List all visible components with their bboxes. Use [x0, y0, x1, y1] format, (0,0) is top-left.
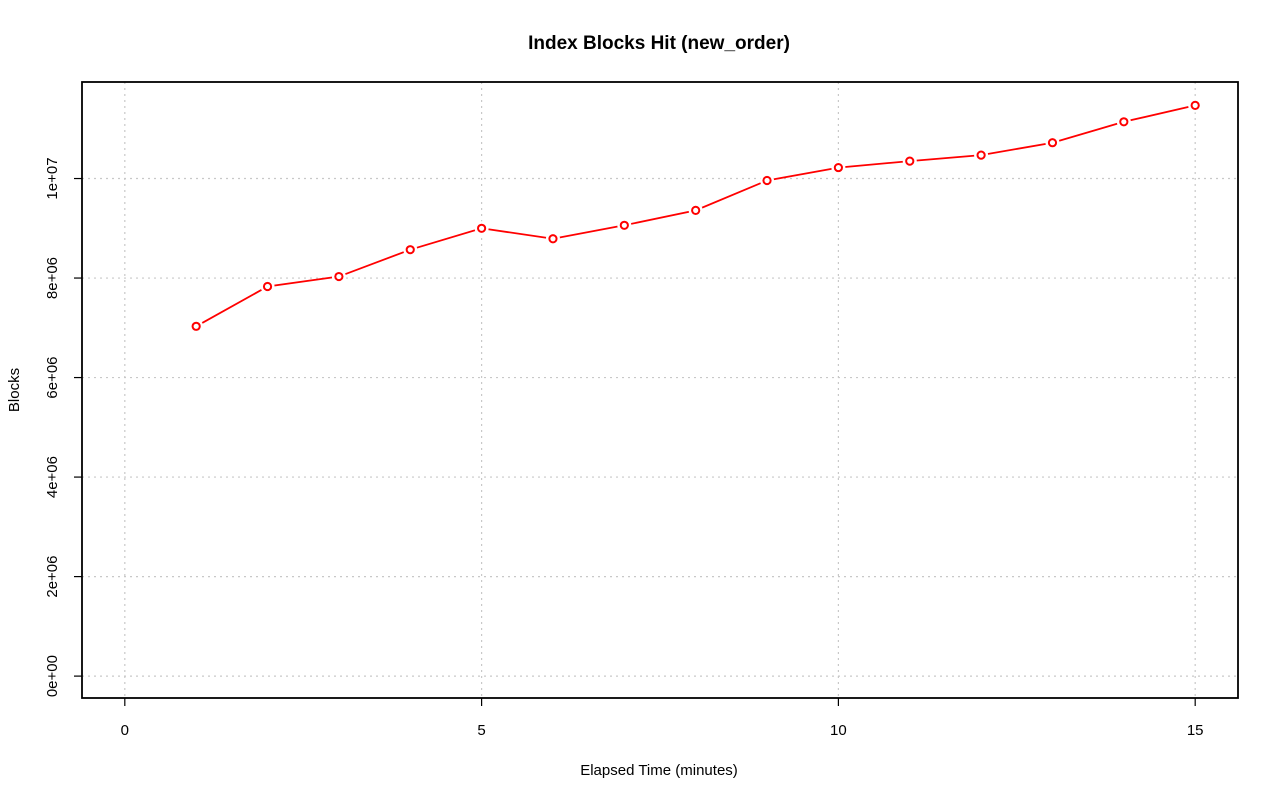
data-point [1047, 138, 1058, 148]
data-point [334, 271, 344, 282]
data-point [405, 245, 415, 255]
data-point [191, 321, 201, 331]
y-axis: 0e+00 2e+06 4e+06 6e+06 8e+06 1e+07 [44, 157, 82, 697]
data-point [762, 175, 772, 186]
plot-area [81, 81, 1239, 699]
y-tick-label: 6e+06 [44, 356, 61, 398]
data-point [905, 156, 915, 166]
y-axis-label: Blocks [6, 368, 23, 412]
y-tick-label: 8e+06 [44, 257, 61, 299]
x-tick-label: 5 [477, 722, 485, 739]
data-point [1119, 117, 1129, 127]
data-point [477, 223, 487, 233]
y-tick-label: 0e+00 [44, 655, 61, 697]
x-axis-label: Elapsed Time (minutes) [580, 762, 738, 779]
series [189, 98, 1203, 334]
x-tick-label: 10 [830, 722, 847, 739]
data-point [262, 281, 273, 292]
chart-title: Index Blocks Hit (new_order) [528, 33, 790, 54]
y-tick-label: 4e+06 [44, 456, 61, 498]
data-point [548, 234, 558, 244]
x-tick-label: 15 [1187, 722, 1204, 739]
y-tick-label: 1e+07 [44, 157, 61, 199]
data-point [833, 162, 843, 173]
grid [82, 82, 1238, 698]
x-tick-label: 0 [121, 722, 129, 739]
y-tick-label: 2e+06 [44, 556, 61, 598]
data-point [619, 220, 629, 230]
data-point [976, 150, 986, 160]
data-point [691, 205, 701, 215]
data-point [1190, 100, 1200, 110]
x-axis: 0 5 10 15 [121, 698, 1204, 739]
